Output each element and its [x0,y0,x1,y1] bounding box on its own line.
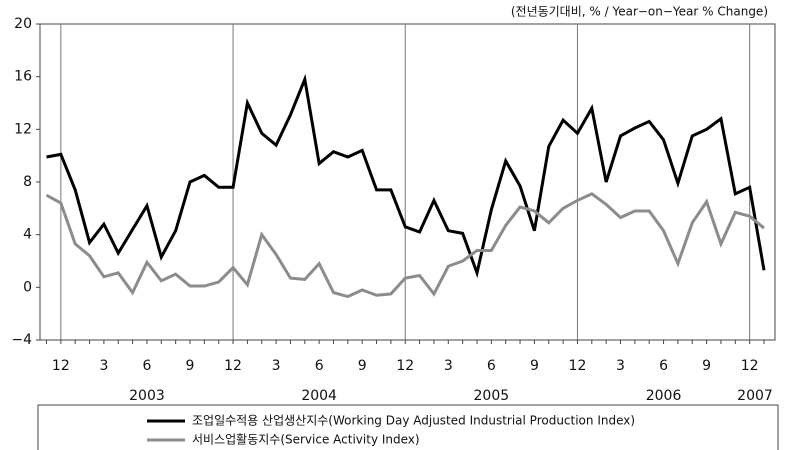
year-label: 2006 [646,388,682,404]
series-line [46,73,766,279]
x-tick-label: 6 [659,358,668,374]
year-label: 2003 [129,388,165,404]
y-tick-label: 20 [14,16,32,32]
x-tick-label: 9 [530,358,539,374]
x-tick-label: 9 [186,358,195,374]
legend-label: 조업일수적용 산업생산지수(Working Day Adjusted Indus… [192,414,635,428]
x-tick-label: 12 [396,358,414,374]
year-label: 2004 [301,388,337,404]
y-tick-label: 0 [23,279,32,295]
year-label: 2007 [737,388,773,404]
x-tick-label: 6 [315,358,324,374]
y-tick-label: 12 [14,121,32,137]
legend-box [37,404,779,450]
series-line [45,192,765,299]
year-label: 2005 [474,388,510,404]
x-tick-label: 3 [444,358,453,374]
legend-label: 서비스업활동지수(Service Activity Index) [192,433,420,447]
x-tick-label: 9 [702,358,711,374]
y-tick-label: 16 [14,69,32,85]
x-tick-label: 12 [569,358,587,374]
y-tick-label: 8 [23,174,32,190]
x-tick-label: 6 [142,358,151,374]
x-tick-label: 12 [741,358,759,374]
x-tick-label: 9 [358,358,367,374]
x-tick-label: 3 [99,358,108,374]
x-tick-label: 3 [616,358,625,374]
x-tick-label: 3 [272,358,281,374]
x-tick-label: 12 [224,358,242,374]
unit-label: (전년동기대비, % / Year−on−Year % Change) [511,5,768,19]
y-tick-label: 4 [23,227,32,243]
plot-frame [39,23,776,341]
x-tick-label: 12 [52,358,70,374]
x-tick-label: 6 [487,358,496,374]
y-tick-label: −4 [11,332,32,348]
